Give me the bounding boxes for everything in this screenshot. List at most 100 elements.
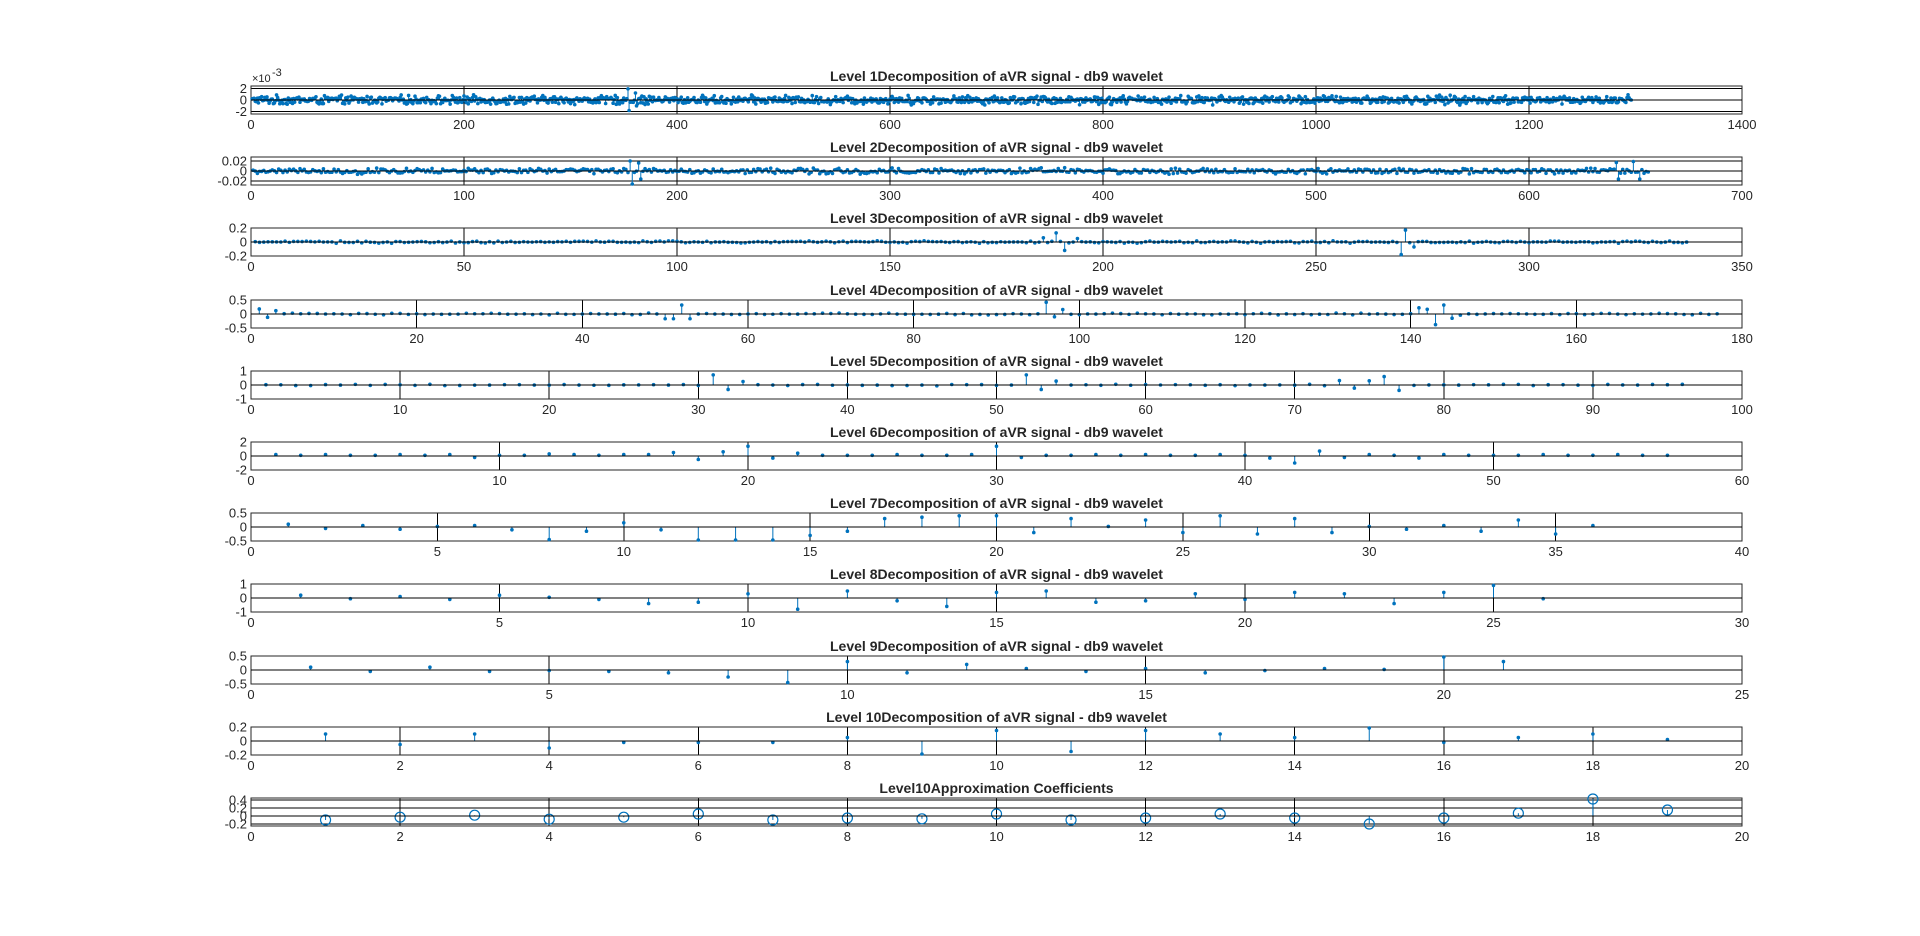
x-tick-label: 700 [1731,188,1753,203]
stem-marker [958,171,963,176]
stem-marker [1450,316,1454,321]
stem-marker [547,167,551,171]
stem-marker [945,311,949,316]
stem-marker [1637,239,1642,244]
stem-marker [1199,240,1203,245]
x-tick-label: 180 [1731,331,1753,346]
stem-marker [553,167,558,172]
stem-marker [577,239,581,244]
stem-marker [500,240,505,245]
stem-marker [736,95,741,99]
stem-marker [1557,170,1561,175]
stem-marker [1115,100,1119,105]
stem-marker [1403,228,1408,232]
x-tick-label: 500 [1305,188,1327,203]
stem-marker [960,95,965,99]
stem-marker [1407,240,1412,245]
stem-marker [724,101,728,106]
stem-marker [1484,167,1489,172]
stem-marker [402,169,407,174]
stem-marker [1041,236,1046,240]
stem-marker [1369,100,1374,104]
stem-marker [968,95,972,100]
stem-marker [953,312,957,317]
stem-marker [1177,239,1182,244]
stem-marker [562,100,566,105]
stem-marker [1227,95,1232,100]
stem-marker [585,239,590,244]
y-tick-label: -0.5 [225,321,247,336]
stem-marker [1100,96,1104,101]
x-tick-label: 140 [1400,331,1422,346]
stem-marker [987,100,991,105]
stem-marker [339,93,344,97]
stem-marker [1590,95,1594,100]
x-tick-label: 250 [1305,259,1327,274]
stem-marker [663,316,667,321]
stem-marker [1035,94,1039,98]
stem-marker [1052,315,1057,319]
stem-marker [913,239,918,244]
stem-marker [1252,170,1257,175]
stem-marker [259,94,264,99]
stem-marker [1019,101,1023,106]
stem-marker [671,316,676,321]
stem-marker [1185,99,1189,104]
stem-marker [375,100,380,104]
stem-marker [1250,96,1254,101]
stem-marker [1280,96,1284,100]
stem-marker [1399,252,1403,257]
stem-marker [1544,171,1548,176]
stem-marker [1560,102,1564,106]
y-tick-label: -0.02 [217,174,247,189]
stem-marker [553,100,558,105]
stem-marker [572,102,577,107]
stem-marker [1077,103,1082,107]
stem-marker [369,95,374,100]
stem-marker [321,101,326,106]
stem-marker [636,161,641,165]
stem-marker [1393,167,1397,172]
stem-marker [1178,93,1183,98]
stem-marker [994,240,999,245]
stem-marker [1039,166,1044,170]
stem-marker [332,167,336,172]
stem-marker [636,240,641,245]
stem-marker [1324,172,1329,176]
y-tick-label: -0.2 [225,249,247,264]
stem-marker [1382,99,1386,104]
stem-marker [603,101,608,106]
stem-marker [1236,96,1241,100]
stem-marker [487,168,492,173]
stem-marker [1152,95,1156,100]
stem-marker [781,99,786,104]
stem-marker [265,95,269,99]
stem-marker [719,94,724,99]
stem-marker [630,312,634,317]
stem-marker [798,239,803,244]
stem-marker [1401,167,1406,172]
stem-marker [765,100,770,105]
stem-marker [1169,101,1173,106]
stem-marker [423,100,428,105]
stem-marker [1375,170,1380,175]
stem-marker [1528,101,1532,105]
stem-marker [1241,102,1246,106]
stem-marker [1613,96,1618,100]
subplot-level-2: Level 2Decomposition of aVR signal - db9… [217,139,1752,203]
stem-marker [1240,95,1245,99]
stem-marker [476,101,480,106]
stem-marker [611,101,615,105]
stem-marker [509,239,513,244]
stem-marker [1142,95,1147,99]
stem-marker [399,93,403,97]
stem-marker [982,103,987,107]
stem-marker [1000,96,1004,100]
stem-marker [1068,99,1072,104]
stem-marker [1412,171,1416,175]
stem-marker [367,102,372,106]
stem-marker [1469,166,1474,171]
stem-marker [1338,95,1343,99]
stem-marker [1094,99,1099,104]
stem-marker [523,101,528,105]
